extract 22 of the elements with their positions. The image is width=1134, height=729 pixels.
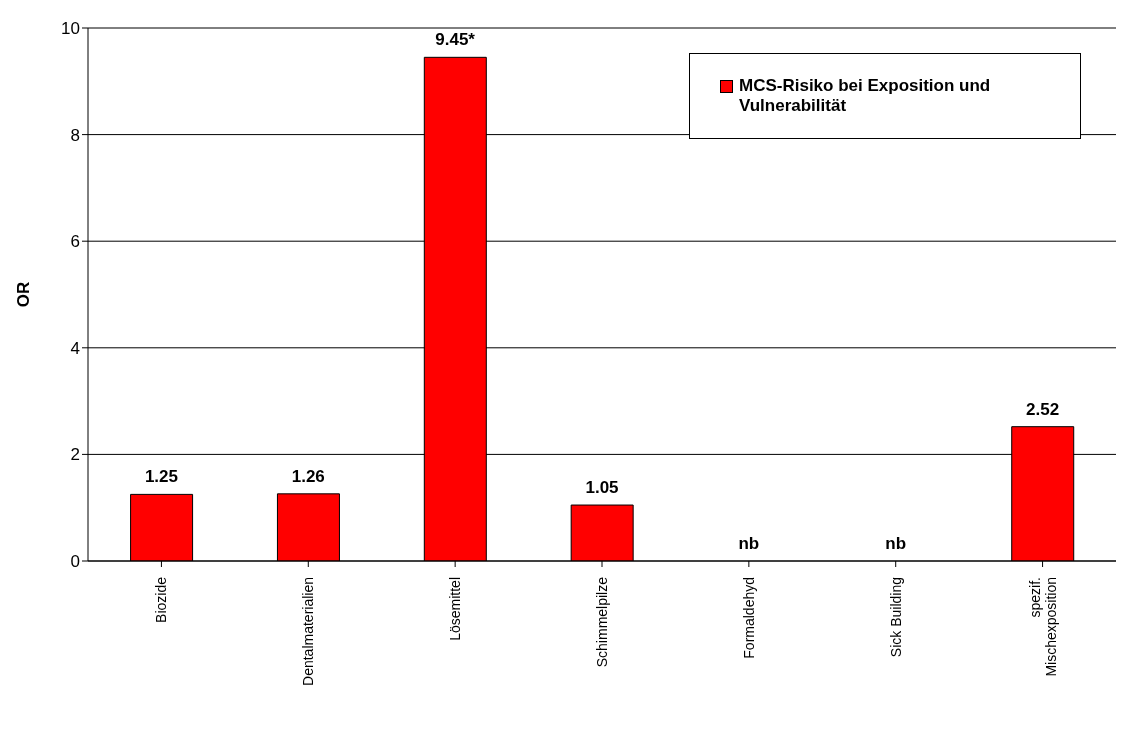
x-tick-label: Formaldehyd	[740, 577, 757, 659]
legend-label: MCS-Risiko bei Exposition und Vulnerabilität	[739, 76, 992, 116]
y-axis-title: OR	[14, 281, 34, 308]
y-tick-label: 8	[70, 125, 80, 145]
y-tick-label: 0	[70, 552, 80, 572]
x-tick-label: Schimmelpilze	[594, 576, 610, 668]
data-label: 1.05	[585, 478, 619, 498]
y-tick-label: 6	[70, 232, 80, 252]
x-tick-label: spezif. Mischexposition	[1026, 577, 1059, 677]
data-label: 1.26	[291, 466, 325, 486]
x-tick-label: Dentalmaterialien	[300, 577, 317, 686]
data-label: 1.25	[144, 467, 178, 487]
x-tick-label: Sick Building	[887, 577, 904, 658]
y-tick-label: 10	[61, 19, 80, 39]
data-label: 9.45*	[435, 30, 476, 50]
text: nb	[738, 534, 760, 553]
y-tick-label: 2	[70, 445, 80, 465]
x-tick-label: Biozide	[153, 576, 170, 623]
text: nb	[885, 534, 907, 553]
y-tick-label: 4	[70, 338, 80, 358]
x-tick-label: Lösemittel	[447, 577, 464, 641]
data-label: 2.52	[1026, 399, 1060, 419]
